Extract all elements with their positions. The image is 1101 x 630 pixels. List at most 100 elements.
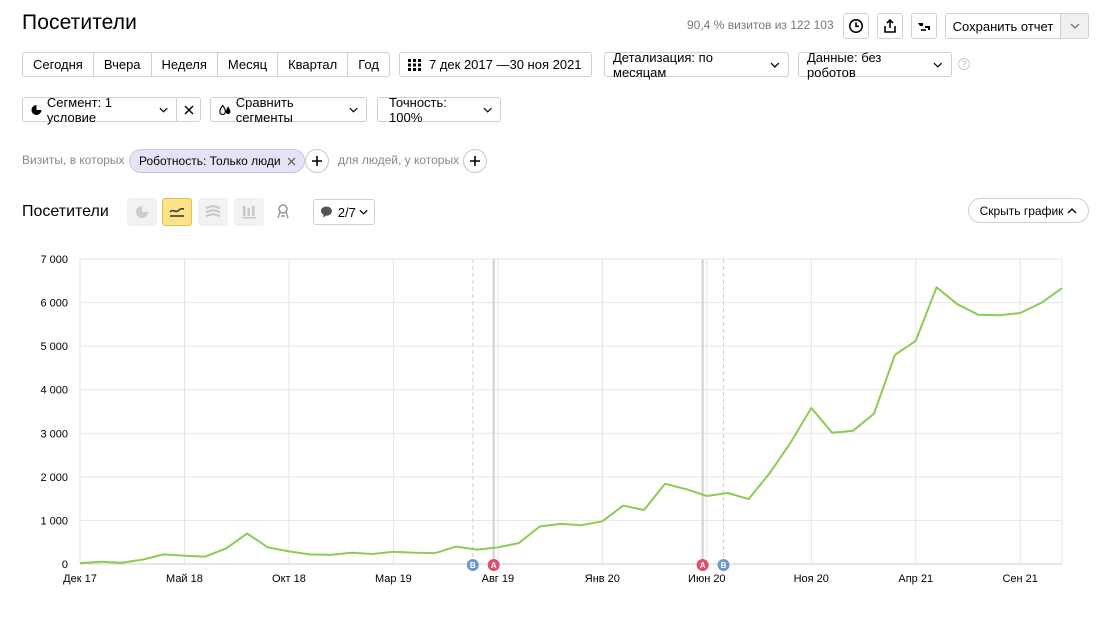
y-tick-label: 7 000 [40,254,68,266]
data-point [976,312,981,317]
y-tick-label: 3 000 [40,428,68,440]
api-button[interactable] [911,13,937,39]
data-point [600,519,605,524]
data-point [182,553,187,558]
history-button[interactable] [843,13,869,39]
data-point [537,524,542,529]
data-point [119,560,124,565]
segment-dropdown[interactable]: Сегмент: 1 условие [22,94,177,125]
filter-chip-robotness[interactable]: Роботность: Только люди [129,149,305,173]
chart-title: Посетители [22,203,109,220]
data-point [433,551,438,556]
data-point [454,544,459,549]
x-tick-label: Июн 20 [688,573,726,585]
metrics-selector[interactable]: 2/7 [313,199,375,225]
chart-type-line[interactable] [162,198,192,226]
data-point [663,481,668,486]
data-filter-label: Данные: без роботов [807,49,882,80]
period-yesterday[interactable]: Вчера [94,53,152,76]
data-point [391,549,396,554]
period-selector: Сегодня Вчера Неделя Месяц Квартал Год [22,52,390,77]
data-point [203,554,208,559]
visits-filter-prefix: Визиты, в которых [22,153,125,167]
period-year[interactable]: Год [358,57,379,72]
data-point [871,411,876,416]
chevron-down-icon [483,107,492,113]
data-point [307,552,312,557]
marker-label: B [721,561,727,570]
period-month[interactable]: Месяц [218,53,279,76]
detail-dropdown[interactable]: Детализация: по месяцам [604,50,789,80]
pie-chart-icon [136,206,148,218]
close-icon[interactable] [287,157,296,166]
segment-label: Сегмент: 1 условие [46,94,113,125]
data-point [579,523,584,528]
data-point [892,352,897,357]
visitors-line-chart: 0 1 000 2 000 3 000 4 000 5 000 6 000 7 000 Дек … [40,254,1065,585]
data-point [851,428,856,433]
calendar-icon [408,58,421,71]
data-point [328,552,333,557]
add-people-filter-button[interactable] [463,149,487,173]
data-point [516,541,521,546]
period-quarter[interactable]: Квартал [278,53,349,76]
x-tick-label: Сен 21 [1002,573,1037,585]
data-point [224,546,229,551]
hide-chart-label: Скрыть график [979,203,1064,218]
export-button[interactable] [877,13,903,39]
marker-dot [696,559,709,571]
data-point [161,552,166,557]
hide-chart-button[interactable]: Скрыть график [968,198,1089,223]
map-pin-icon[interactable] [276,203,290,224]
accuracy-label: Точность: 100% [389,94,447,125]
api-icon [918,23,930,31]
period-week[interactable]: Неделя [152,53,218,76]
data-point [1039,301,1044,306]
plus-icon [312,156,322,166]
marker-label: A [491,561,497,570]
y-tick-label: 1 000 [40,515,68,527]
marker-label: A [700,561,706,570]
save-report-button[interactable]: Сохранить отчет [945,13,1089,39]
share-icon [884,18,896,33]
data-point [621,503,626,508]
data-filter-dropdown[interactable]: Данные: без роботов [798,49,952,80]
data-point [746,497,751,502]
period-today[interactable]: Сегодня [23,53,94,76]
data-point [704,494,709,499]
metrics-count: 2/7 [337,204,356,220]
chevron-down-icon [159,107,168,113]
chart-type-pie[interactable] [127,198,157,226]
data-point [642,507,647,512]
help-icon[interactable]: ? [958,58,970,70]
data-point [370,551,375,556]
marker-dot [487,559,500,571]
x-tick-label: Окт 18 [272,573,306,585]
segment-clear-button[interactable] [176,97,201,122]
data-point [809,406,814,411]
date-range-picker[interactable]: 7 дек 2017 —30 ноя 2021 [399,52,592,77]
marker-dot [717,559,730,571]
x-tick-label: Мар 19 [375,573,412,585]
data-point [78,561,83,566]
compare-segments-dropdown[interactable]: Сравнить сегменты [210,95,367,125]
chevron-up-icon [1067,207,1077,213]
visitors-series-line [79,286,1063,565]
chart-type-area[interactable] [198,198,228,226]
chevron-down-icon [770,62,780,68]
save-options-toggle[interactable] [1060,14,1088,38]
chart-type-bar[interactable] [234,198,264,226]
speech-bubble-icon [320,206,332,218]
data-point [98,559,103,564]
data-point [788,440,793,445]
data-point [913,338,918,343]
add-visit-filter-button[interactable] [305,149,329,173]
data-point [1060,286,1065,291]
accuracy-dropdown[interactable]: Точность: 100% [377,94,501,125]
chevron-down-icon [359,209,368,215]
data-point [683,487,688,492]
area-chart-icon [205,205,221,217]
marker-label: B [470,561,476,570]
y-tick-label: 5 000 [40,341,68,353]
data-point [830,430,835,435]
